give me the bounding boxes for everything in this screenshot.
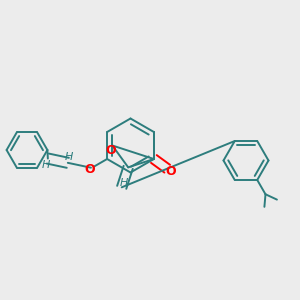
Text: H: H bbox=[42, 160, 50, 170]
Text: O: O bbox=[166, 165, 176, 178]
Text: O: O bbox=[84, 163, 95, 176]
Text: O: O bbox=[106, 144, 116, 158]
Text: H: H bbox=[65, 152, 74, 162]
Text: H: H bbox=[120, 178, 128, 188]
